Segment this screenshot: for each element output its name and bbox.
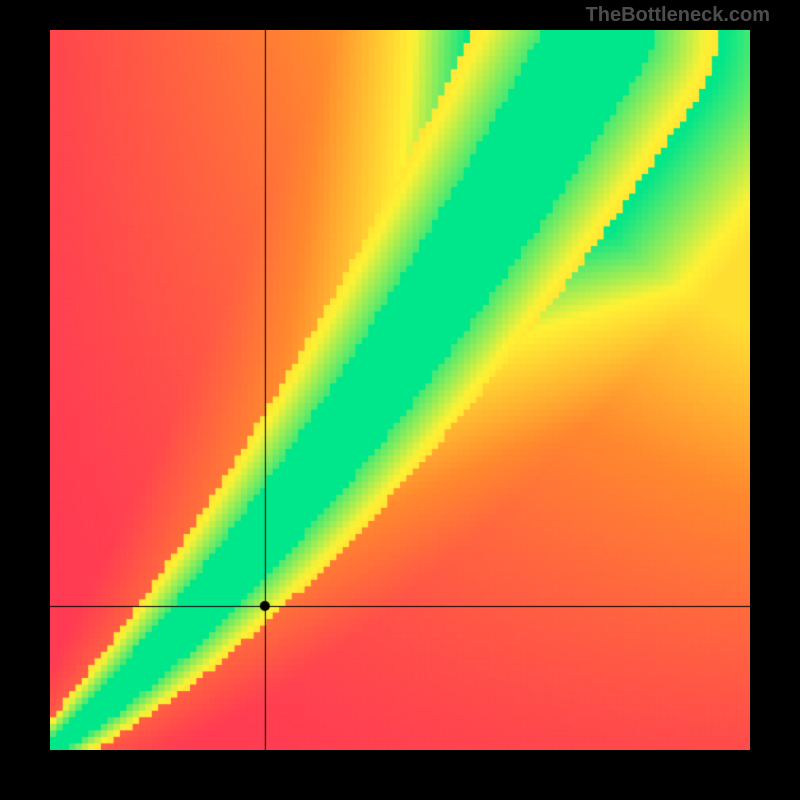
- chart-container: TheBottleneck.com: [0, 0, 800, 800]
- watermark-text: TheBottleneck.com: [586, 4, 770, 27]
- heatmap-plot: [50, 30, 750, 750]
- heatmap-canvas: [50, 30, 750, 750]
